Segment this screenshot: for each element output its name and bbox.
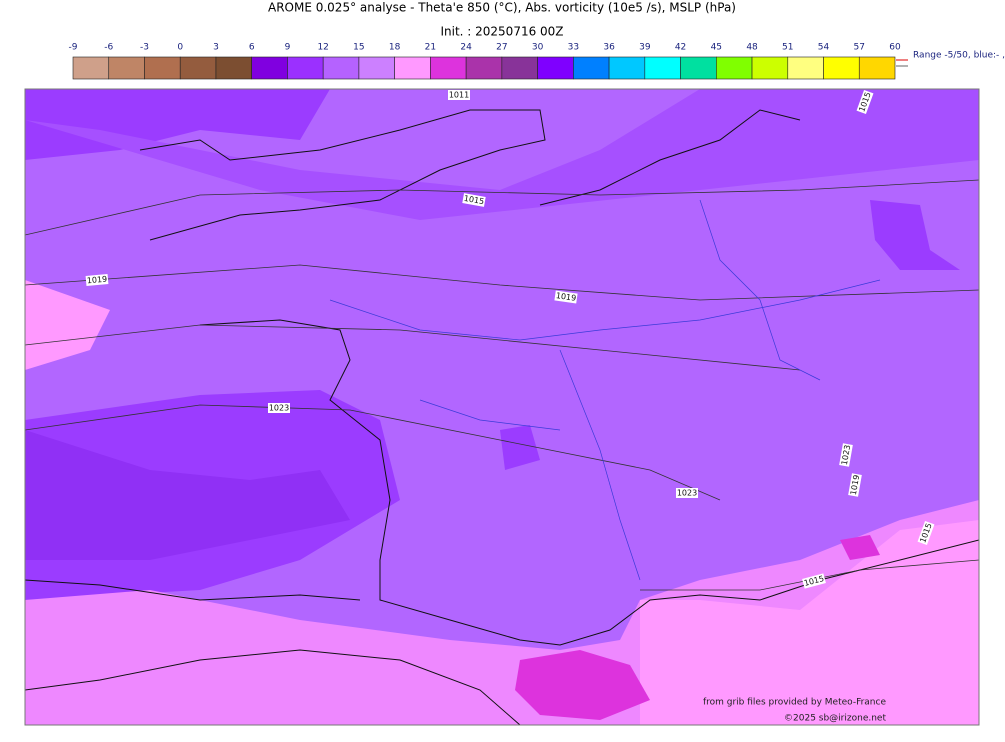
colorbar-tick-label: 39 bbox=[639, 43, 651, 53]
credit: ©2025 sb@irizone.net bbox=[784, 714, 886, 724]
colorbar: -9 -6 -3 0 3 6 9 12 15 18 21 24 27 30 33 36 39 42 45 48 51 54… bbox=[69, 43, 901, 80]
isobar-label-bg bbox=[856, 89, 874, 115]
colorbar-box bbox=[573, 56, 610, 80]
isobar-label: 1019 bbox=[848, 473, 862, 497]
colorbar-box bbox=[179, 56, 217, 80]
region bbox=[500, 425, 540, 470]
colorbar-box bbox=[358, 56, 395, 80]
colorbar-box bbox=[215, 56, 252, 80]
colorbar-tick-label: 15 bbox=[353, 43, 364, 53]
rivers-borders bbox=[329, 199, 881, 581]
isobars bbox=[25, 179, 979, 591]
colorbar-box bbox=[251, 56, 288, 80]
colorbar-box bbox=[680, 56, 717, 80]
colorbar-box bbox=[430, 56, 467, 80]
colorbar-box bbox=[787, 56, 824, 80]
isobar-label-bg bbox=[554, 290, 578, 304]
map-frame bbox=[24, 88, 980, 726]
isobar-label: 1023 bbox=[268, 403, 290, 413]
colorbar-box bbox=[465, 56, 503, 80]
region bbox=[840, 535, 880, 560]
colorbar-box bbox=[823, 56, 860, 80]
colorbar-box bbox=[537, 56, 574, 80]
isobar-label-bg bbox=[676, 488, 698, 498]
isobar-label-bg bbox=[448, 90, 470, 100]
colorbar-tick-label: 45 bbox=[711, 43, 722, 53]
range-note: Range -5/50, blue:- , r bbox=[913, 51, 1005, 61]
colorbar-tick-label: 24 bbox=[460, 43, 472, 53]
isobar-label-text: 1011 bbox=[449, 91, 469, 100]
colorbar-box bbox=[608, 56, 646, 80]
colorbar-box bbox=[716, 56, 753, 80]
region bbox=[870, 200, 960, 270]
isobar-label-bg bbox=[839, 443, 853, 467]
isobar-label: 1019 bbox=[554, 290, 578, 304]
colorbar-tick-label: 42 bbox=[675, 43, 686, 53]
colorbar-tick-label: 60 bbox=[889, 43, 901, 53]
colorbar-tick-label: 18 bbox=[389, 43, 401, 53]
isobar-label-bg bbox=[85, 274, 109, 286]
colorbar-tick-label: 6 bbox=[249, 43, 255, 53]
isobar-label-text: 1019 bbox=[86, 275, 107, 286]
colorbar-box bbox=[72, 56, 110, 80]
credit: from grib files provided by Meteo-France bbox=[703, 698, 886, 708]
colorbar-tick-label: 48 bbox=[746, 43, 758, 53]
isobar-label-bg bbox=[268, 403, 290, 413]
isobar-label-text: 1023 bbox=[840, 444, 852, 466]
isobar-label-text: 1015 bbox=[463, 194, 485, 206]
colorbar-box bbox=[501, 56, 538, 80]
isobar-label-text: 1023 bbox=[269, 404, 289, 413]
isobar-label-bg bbox=[802, 573, 826, 589]
isobar-label-bg bbox=[848, 473, 862, 497]
colorbar-tick-label: 54 bbox=[818, 43, 830, 53]
colorbar-box bbox=[144, 56, 181, 80]
colorbar-tick-label: -9 bbox=[69, 43, 78, 53]
colorbar-tick-label: 27 bbox=[496, 43, 507, 53]
colorbar-box bbox=[287, 56, 324, 80]
isobar-label: 1019 bbox=[85, 274, 109, 286]
colorbar-box bbox=[751, 56, 789, 80]
colorbar-box bbox=[394, 56, 431, 80]
colorbar-tick-label: -6 bbox=[104, 43, 113, 53]
coastlines bbox=[25, 109, 979, 725]
isobar-label: 1023 bbox=[839, 443, 853, 467]
isobar-label: 1011 bbox=[448, 90, 470, 100]
isobar-label-bg bbox=[462, 193, 486, 207]
isobar-label-bg bbox=[917, 520, 935, 546]
colorbar-tick-label: 36 bbox=[603, 43, 615, 53]
colorbar-tick-label: -3 bbox=[140, 43, 149, 53]
colorbar-tick-label: 51 bbox=[782, 43, 793, 53]
isobar-label: 1015 bbox=[802, 573, 826, 589]
colorbar-box bbox=[858, 56, 896, 80]
colorbar-tick-label: 3 bbox=[213, 43, 219, 53]
isobar-label-text: 1019 bbox=[849, 474, 861, 496]
colorbar-tick-label: 30 bbox=[532, 43, 544, 53]
isobar-label-text: 1019 bbox=[555, 291, 576, 303]
title: AROME 0.025° analyse - Theta'e 850 (°C),… bbox=[268, 1, 736, 15]
colorbar-tick-label: 57 bbox=[854, 43, 865, 53]
subtitle: Init. : 20250716 00Z bbox=[440, 25, 563, 39]
colorbar-tick-label: 9 bbox=[285, 43, 291, 53]
region bbox=[25, 280, 110, 370]
colorbar-tick-label: 21 bbox=[425, 43, 436, 53]
colorbar-box bbox=[644, 56, 681, 80]
colorbar-tick-label: 12 bbox=[317, 43, 328, 53]
region bbox=[640, 520, 979, 725]
isobar-label: 1015 bbox=[462, 193, 486, 207]
region bbox=[515, 650, 650, 720]
isobar-label: 1023 bbox=[676, 488, 698, 498]
region bbox=[25, 89, 979, 220]
region bbox=[25, 430, 350, 560]
colorbar-tick-label: 33 bbox=[568, 43, 579, 53]
map bbox=[25, 89, 979, 725]
colorbar-box bbox=[322, 56, 360, 80]
colorbar-box bbox=[108, 56, 145, 80]
isobar-label-text: 1023 bbox=[677, 489, 697, 498]
colorbar-tick-label: 0 bbox=[177, 43, 183, 53]
